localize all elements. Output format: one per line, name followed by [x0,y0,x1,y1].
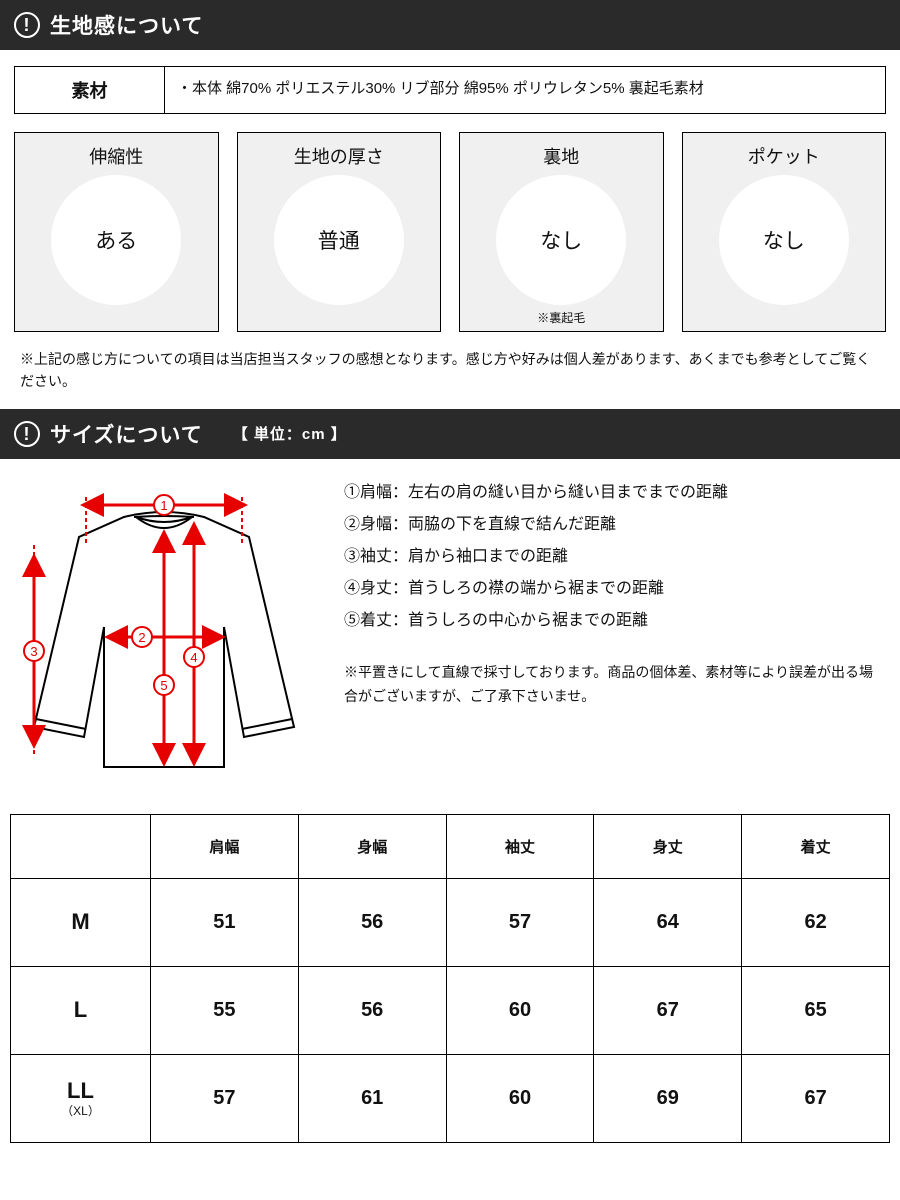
size-cell: 57 [151,1054,299,1142]
section-header-fabric: ! 生地感について [0,0,900,50]
section-title: 生地感について [50,10,203,40]
svg-text:1: 1 [160,498,167,513]
attribute-value: 普通 [274,175,404,305]
size-definition-line: ③袖丈：肩から袖口までの距離 [344,541,886,573]
size-cell: 51 [151,878,299,966]
size-table-header: 肩幅 [151,814,299,878]
size-definition-line: ④身丈：首うしろの襟の端から裾までの距離 [344,573,886,605]
size-cell: 60 [446,1054,594,1142]
size-table-row: M5156576462 [11,878,890,966]
size-cell: 60 [446,966,594,1054]
size-guide: 1 2 3 4 5 ①肩幅：左右の肩の縫い目から縫い目までまでの距離②身幅：両脇… [0,459,900,800]
attribute-label: 裏地 [466,143,657,169]
size-definitions: ①肩幅：左右の肩の縫い目から縫い目までまでの距離②身幅：両脇の下を直線で結んだ距… [344,477,886,792]
size-cell: 62 [742,878,890,966]
size-table-header: 身丈 [594,814,742,878]
size-cell: 56 [298,878,446,966]
attribute-value: なし [719,175,849,305]
size-cell: 55 [151,966,299,1054]
svg-text:5: 5 [160,678,167,693]
size-definition-line: ⑤着丈：首うしろの中心から裾までの距離 [344,605,886,637]
section-header-size: ! サイズについて 【 単位：cm 】 [0,409,900,459]
size-cell: 64 [594,878,742,966]
attribute-card: ポケットなし [682,132,887,332]
size-diagram: 1 2 3 4 5 [14,477,314,792]
section-unit: 【 単位：cm 】 [233,423,347,444]
fabric-disclaimer: ※上記の感じ方についての項目は当店担当スタッフの感想となります。感じ方や好みは個… [14,348,886,393]
size-table: 肩幅身幅袖丈身丈着丈 M5156576462L5556606765LL（XL）5… [10,814,890,1143]
material-row: 素材 ・本体 綿70% ポリエステル30% リブ部分 綿95% ポリウレタン5%… [14,66,886,114]
info-icon: ! [14,421,40,447]
material-label: 素材 [15,67,165,113]
fabric-content: 素材 ・本体 綿70% ポリエステル30% リブ部分 綿95% ポリウレタン5%… [0,50,900,409]
size-cell: 56 [298,966,446,1054]
svg-text:3: 3 [30,644,37,659]
size-definition-line: ①肩幅：左右の肩の縫い目から縫い目までまでの距離 [344,477,886,509]
size-cell: 69 [594,1054,742,1142]
size-table-header: 着丈 [742,814,890,878]
size-table-header: 袖丈 [446,814,594,878]
attribute-note: ※裏起毛 [466,309,657,326]
size-table-row: L5556606765 [11,966,890,1054]
size-cell: 61 [298,1054,446,1142]
info-icon: ! [14,12,40,38]
attribute-label: 伸縮性 [21,143,212,169]
attribute-cards: 伸縮性ある生地の厚さ普通裏地なし※裏起毛ポケットなし [14,132,886,332]
size-table-header [11,814,151,878]
size-cell: 65 [742,966,890,1054]
size-row-label: M [11,878,151,966]
size-table-header: 身幅 [298,814,446,878]
attribute-value: なし [496,175,626,305]
size-row-label: L [11,966,151,1054]
size-cell: 67 [594,966,742,1054]
size-definition-line: ②身幅：両脇の下を直線で結んだ距離 [344,509,886,541]
attribute-label: ポケット [689,143,880,169]
size-table-row: LL（XL）5761606967 [11,1054,890,1142]
size-row-label: LL（XL） [11,1054,151,1142]
attribute-value: ある [51,175,181,305]
size-note: ※平置きにして直線で採寸しております。商品の個体差、素材等により誤差が出る場合が… [344,661,886,709]
svg-text:2: 2 [138,630,145,645]
attribute-label: 生地の厚さ [244,143,435,169]
attribute-card: 生地の厚さ普通 [237,132,442,332]
svg-text:4: 4 [190,650,197,665]
size-cell: 57 [446,878,594,966]
attribute-card: 裏地なし ※裏起毛 [459,132,664,332]
material-value: ・本体 綿70% ポリエステル30% リブ部分 綿95% ポリウレタン5% 裏起… [165,67,885,113]
size-cell: 67 [742,1054,890,1142]
section-title: サイズについて [50,419,203,449]
attribute-card: 伸縮性ある [14,132,219,332]
